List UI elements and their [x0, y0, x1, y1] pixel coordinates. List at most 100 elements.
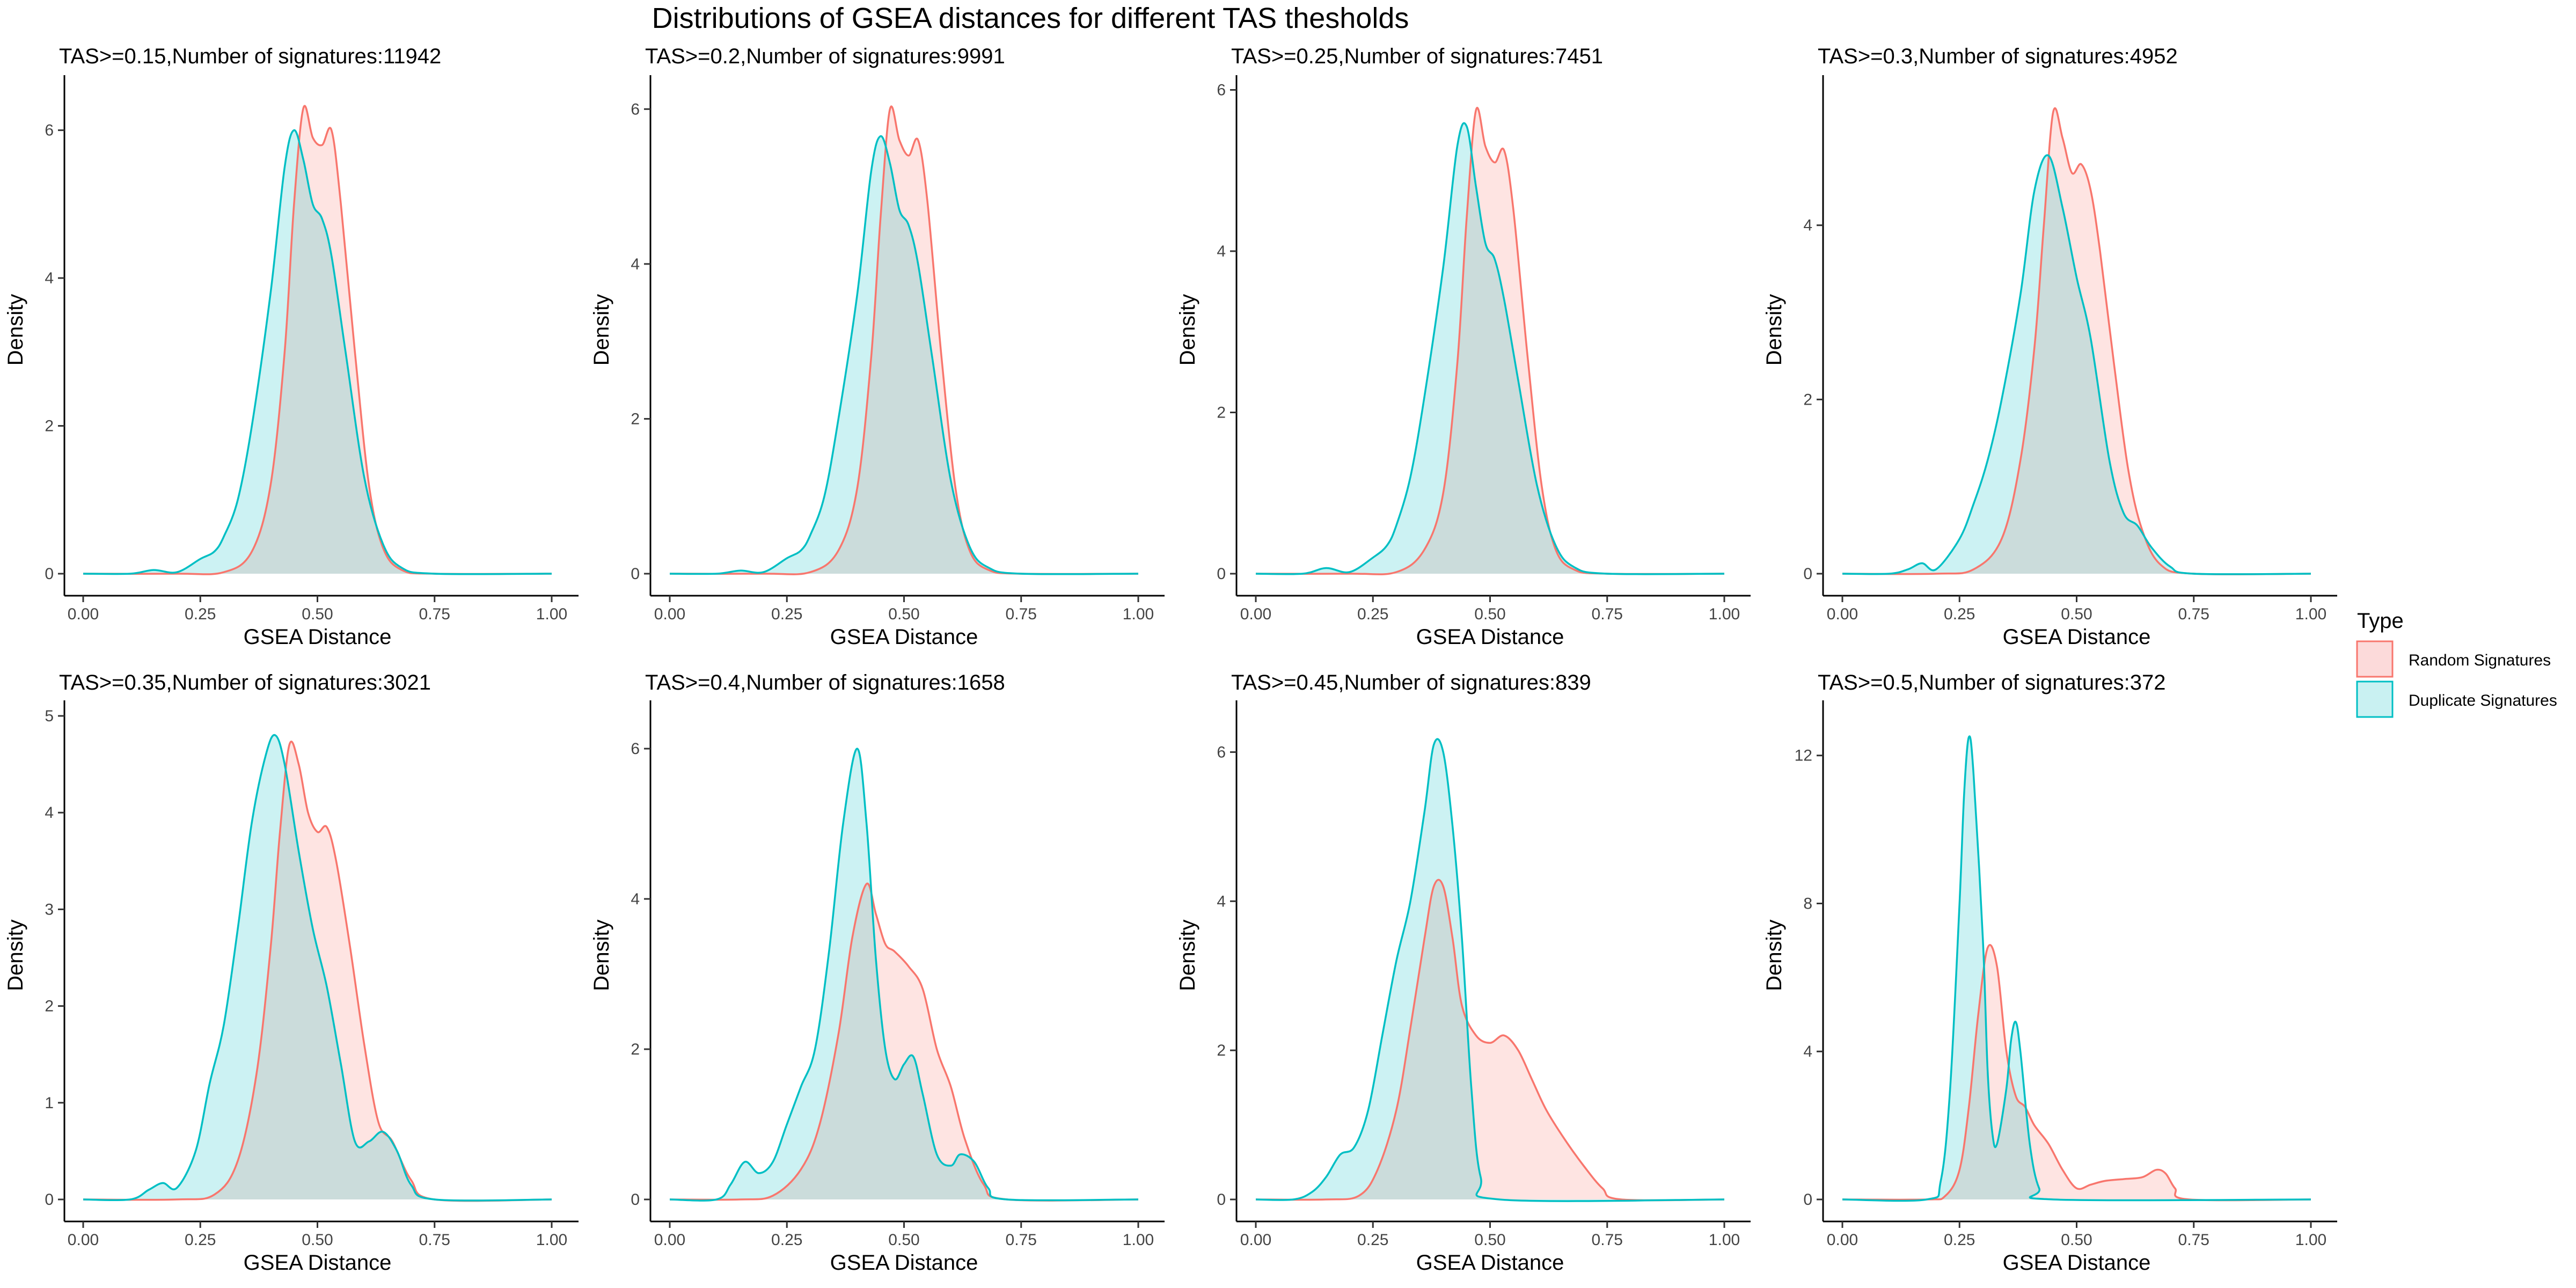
panel-title: TAS>=0.25,Number of signatures:7451: [1231, 45, 1603, 68]
x-tick-label: 0.75: [419, 605, 450, 623]
x-tick-label: 0.25: [1944, 605, 1975, 623]
panel-8: TAS>=0.5,Number of signatures:372 0.00 0.2…: [1762, 671, 2337, 1275]
y-axis-label: Density: [1176, 919, 1199, 991]
x-tick-label: 0.75: [419, 1231, 450, 1249]
y-tick-label: 3: [45, 901, 54, 918]
y-tick-label: 0: [1803, 565, 1812, 583]
panel-title: TAS>=0.4,Number of signatures:1658: [645, 671, 1005, 694]
x-axis-label: GSEA Distance: [830, 1251, 978, 1275]
x-tick-label: 0.25: [1944, 1231, 1975, 1249]
density-area-random-signatures: [1256, 880, 1724, 1200]
density-line-random-signatures: [1842, 945, 2311, 1201]
panel-title: TAS>=0.15,Number of signatures:11942: [59, 45, 441, 68]
series-group: [1256, 739, 1724, 1201]
x-tick-label: 0.00: [654, 605, 685, 623]
y-tick-label: 6: [631, 100, 640, 118]
x-axis-label: GSEA Distance: [244, 1251, 392, 1275]
x-axis-label: GSEA Distance: [1416, 1251, 1564, 1275]
density-area-duplicate-signatures: [1842, 736, 2311, 1201]
series-group: [1842, 736, 2311, 1201]
x-tick-label: 0.75: [1592, 605, 1623, 623]
y-tick-label: 2: [1217, 1042, 1226, 1059]
y-tick-label: 4: [1803, 1043, 1812, 1060]
x-tick-label: 1.00: [1123, 605, 1154, 623]
y-axis-label: Density: [1762, 919, 1786, 991]
y-tick-label: 0: [45, 565, 54, 583]
y-tick-label: 2: [45, 998, 54, 1015]
legend-key-random: [2357, 641, 2392, 677]
y-axis-label: Density: [4, 919, 27, 991]
legend-label-random: Random Signatures: [2409, 652, 2551, 669]
y-tick-label: 8: [1803, 895, 1812, 912]
x-tick-label: 0.00: [1827, 1231, 1858, 1249]
y-axis-label: Density: [1762, 294, 1786, 365]
x-axis-label: GSEA Distance: [830, 625, 978, 649]
y-tick-label: 2: [631, 1041, 640, 1058]
panel-7: TAS>=0.45,Number of signatures:8390.00 0.…: [1176, 671, 1751, 1275]
x-tick-label: 0.25: [771, 1231, 802, 1249]
x-tick-label: 0.00: [654, 1231, 685, 1249]
x-tick-label: 0.50: [888, 1231, 919, 1249]
legend: Type Random Signatures Duplicate Signatu…: [2357, 609, 2557, 717]
x-tick-label: 1.00: [536, 1231, 567, 1249]
y-tick-label: 0: [631, 1191, 640, 1209]
x-tick-label: 0.50: [1474, 1231, 1505, 1249]
x-tick-label: 1.00: [2295, 1231, 2326, 1249]
panel-5: TAS>=0.35,Number of signatures:3021 0.00 0…: [4, 671, 579, 1275]
x-tick-label: 0.50: [302, 605, 333, 623]
x-tick-label: 0.75: [1006, 605, 1037, 623]
y-tick-label: 4: [1803, 217, 1812, 235]
y-tick-label: 6: [631, 740, 640, 758]
x-tick-label: 0.75: [1006, 1231, 1037, 1249]
x-tick-label: 1.00: [1709, 605, 1740, 623]
panel-1: TAS>=0.15,Number of signatures:11942 0.00…: [4, 45, 579, 649]
x-tick-label: 0.00: [68, 605, 99, 623]
y-tick-label: 1: [45, 1094, 54, 1112]
x-tick-label: 0.25: [185, 605, 216, 623]
x-tick-label: 0.50: [302, 1231, 333, 1249]
y-tick-label: 4: [631, 255, 640, 273]
legend-title: Type: [2357, 609, 2404, 633]
x-tick-label: 0.50: [2061, 605, 2092, 623]
y-tick-label: 4: [45, 804, 54, 822]
y-axis-label: Density: [590, 294, 613, 365]
y-tick-label: 4: [1217, 243, 1226, 260]
y-tick-label: 6: [1217, 82, 1226, 99]
x-axis-label: GSEA Distance: [2003, 1251, 2151, 1275]
x-tick-label: 1.00: [2295, 605, 2326, 623]
x-tick-label: 0.00: [1240, 605, 1271, 623]
x-tick-label: 1.00: [1123, 1231, 1154, 1249]
series-group: [670, 749, 1138, 1201]
panel-title: TAS>=0.5,Number of signatures:372: [1818, 671, 2166, 694]
y-tick-label: 0: [1217, 1191, 1226, 1209]
series-group: [1256, 108, 1724, 574]
y-tick-label: 0: [45, 1191, 54, 1209]
panel-title: TAS>=0.3,Number of signatures:4952: [1818, 45, 2178, 68]
y-tick-label: 0: [631, 565, 640, 583]
series-group: [83, 106, 552, 574]
density-area-random-signatures: [1842, 945, 2311, 1201]
density-area-duplicate-signatures: [83, 735, 552, 1201]
y-tick-label: 2: [45, 418, 54, 435]
panel-title: TAS>=0.45,Number of signatures:839: [1231, 671, 1591, 694]
x-axis-label: GSEA Distance: [2003, 625, 2151, 649]
x-tick-label: 0.50: [2061, 1231, 2092, 1249]
x-tick-label: 0.25: [1357, 1231, 1388, 1249]
y-axis-label: Density: [1176, 294, 1199, 365]
x-axis-label: GSEA Distance: [244, 625, 392, 649]
y-tick-label: 6: [1217, 743, 1226, 761]
x-tick-label: 0.00: [68, 1231, 99, 1249]
y-tick-label: 2: [1803, 391, 1812, 408]
density-line-duplicate-signatures: [1842, 736, 2311, 1201]
y-tick-label: 6: [45, 122, 54, 140]
x-tick-label: 0.50: [1474, 605, 1505, 623]
x-axis-label: GSEA Distance: [1416, 625, 1564, 649]
series-group: [83, 735, 552, 1201]
x-tick-label: 1.00: [1709, 1231, 1740, 1249]
y-axis-label: Density: [590, 919, 613, 991]
panel-6: TAS>=0.4,Number of signatures:1658 0.00 0.…: [590, 671, 1165, 1275]
panel-3: TAS>=0.25,Number of signatures:7451 0.00 0…: [1176, 45, 1751, 649]
y-tick-label: 0: [1217, 565, 1226, 583]
x-tick-label: 0.75: [1592, 1231, 1623, 1249]
x-tick-label: 0.25: [771, 605, 802, 623]
